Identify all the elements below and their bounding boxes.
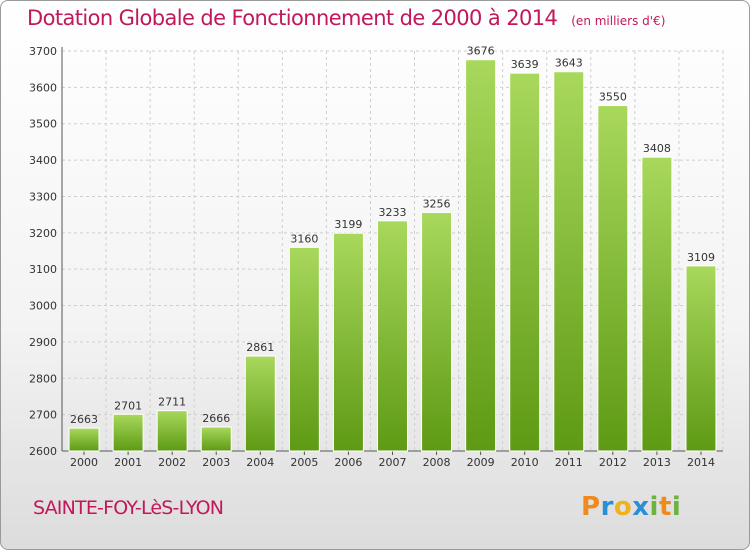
x-tick-label: 2003 <box>202 456 230 469</box>
y-tick-label: 2600 <box>29 445 57 458</box>
y-tick-label: 3400 <box>29 154 57 167</box>
data-label: 3199 <box>334 218 362 231</box>
data-label: 2663 <box>70 413 98 426</box>
y-tick-label: 3300 <box>29 190 57 203</box>
y-tick-label: 2700 <box>29 409 57 422</box>
x-tick-label: 2006 <box>334 456 362 469</box>
proxiti-logo: Proxiti <box>581 492 681 522</box>
logo-letter: o <box>613 492 633 522</box>
x-tick-label: 2001 <box>114 456 142 469</box>
x-tick-label: 2002 <box>158 456 186 469</box>
data-labels: 2663 2701 2711 2666 2861 3160 3199 3233 3256 3676… <box>70 45 715 426</box>
x-tick-label: 2009 <box>467 456 495 469</box>
commune-name: SAINTE-FOY-LèS-LYON <box>33 497 224 519</box>
y-tick-label: 3600 <box>29 81 57 94</box>
data-label: 3256 <box>423 197 451 210</box>
chart-title: Dotation Globale de Fonctionnement de 20… <box>27 6 665 30</box>
logo-letter: i <box>671 492 682 522</box>
bars <box>68 59 717 452</box>
data-label: 3109 <box>687 251 715 264</box>
bar <box>200 426 232 452</box>
data-label: 3233 <box>379 206 407 219</box>
bar <box>332 232 364 452</box>
bar <box>597 105 629 452</box>
bar <box>244 355 276 452</box>
bar <box>156 410 188 452</box>
data-label: 2701 <box>114 399 142 412</box>
x-tick-label: 2010 <box>511 456 539 469</box>
data-label: 3643 <box>555 57 583 70</box>
bar <box>641 156 673 452</box>
logo-letter: x <box>632 492 650 522</box>
bar <box>421 211 453 452</box>
y-tick-label: 3200 <box>29 227 57 240</box>
data-label: 3160 <box>290 232 318 245</box>
bar <box>465 59 497 452</box>
x-tick-label: 2012 <box>599 456 627 469</box>
data-label: 3408 <box>643 142 671 155</box>
bar <box>112 413 144 452</box>
data-label: 3550 <box>599 91 627 104</box>
bar <box>377 220 408 452</box>
y-tick-label: 2800 <box>29 372 57 385</box>
y-tick-label: 3100 <box>29 263 57 276</box>
data-label: 2861 <box>246 341 274 354</box>
bar <box>509 72 541 452</box>
x-tick-label: 2005 <box>290 456 318 469</box>
x-tick-label: 2011 <box>555 456 583 469</box>
x-tick-label: 2007 <box>379 456 407 469</box>
x-tick-label: 2000 <box>70 456 98 469</box>
bar <box>553 71 585 452</box>
y-tick-label: 3000 <box>29 300 57 313</box>
y-tick-label: 3500 <box>29 118 57 131</box>
data-label: 3676 <box>467 45 495 58</box>
x-tick-label: 2004 <box>246 456 274 469</box>
bar <box>685 265 717 452</box>
logo-letter: t <box>658 492 672 522</box>
bar <box>288 246 320 452</box>
data-label: 2711 <box>158 396 186 409</box>
logo-letter: r <box>600 492 614 522</box>
data-label: 2666 <box>202 412 230 425</box>
x-tick-label: 2013 <box>643 456 671 469</box>
x-tick-label: 2014 <box>687 456 715 469</box>
data-label: 3639 <box>511 58 539 71</box>
logo-letter: i <box>649 492 659 522</box>
chart-title-text: Dotation Globale de Fonctionnement de 20… <box>27 6 558 30</box>
chart-unit: (en milliers d'€) <box>571 14 666 28</box>
bar <box>68 427 100 452</box>
x-tick-label: 2008 <box>423 456 451 469</box>
y-tick-label: 2900 <box>29 336 57 349</box>
y-tick-label: 3700 <box>29 45 57 58</box>
logo-letter: P <box>581 492 601 522</box>
